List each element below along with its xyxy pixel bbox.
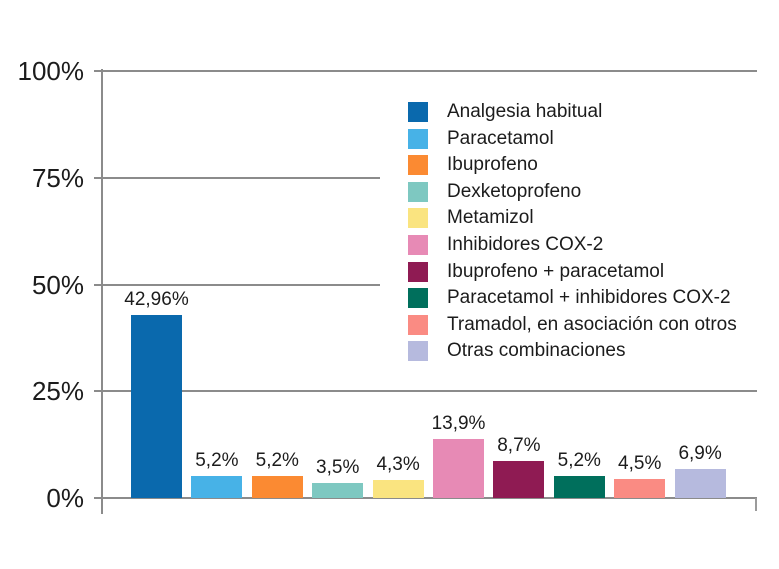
bar bbox=[493, 460, 545, 498]
legend-item: Paracetamol + inhibidores COX-2 bbox=[408, 287, 775, 309]
bar-value-label: 4,3% bbox=[376, 453, 420, 475]
y-axis-tick-label: 75% bbox=[31, 163, 84, 193]
legend-item: Paracetamol bbox=[408, 127, 775, 149]
legend-label: Dexketoprofeno bbox=[447, 180, 582, 202]
bar-value-label: 5,2% bbox=[255, 449, 299, 471]
bar bbox=[251, 475, 303, 498]
bar-value-label: 3,5% bbox=[316, 457, 360, 479]
bar-value-label: 5,2% bbox=[195, 449, 239, 471]
legend-label: Analgesia habitual bbox=[447, 101, 603, 122]
legend-item: Metamizol bbox=[408, 207, 775, 229]
bar-value-label: 42,96% bbox=[124, 288, 189, 310]
legend-label: Paracetamol + inhibidores COX-2 bbox=[447, 287, 731, 309]
gridline-25% bbox=[94, 390, 757, 392]
legend-swatch bbox=[408, 314, 428, 335]
x-axis-end-tick bbox=[755, 498, 757, 511]
legend-label: Inhibidores COX-2 bbox=[447, 233, 604, 255]
legend-item: Analgesia habitual bbox=[408, 102, 775, 122]
legend-item: Tramadol, en asociación con otros bbox=[408, 313, 775, 335]
legend-item: Inhibidores COX-2 bbox=[408, 233, 775, 255]
bar-value-label: 13,9% bbox=[431, 412, 486, 434]
bar-value-label: 5,2% bbox=[557, 449, 601, 471]
bar-value-label: 4,5% bbox=[618, 452, 662, 474]
bar bbox=[191, 475, 243, 498]
y-axis-tick-label: 50% bbox=[31, 270, 84, 300]
legend-label: Ibuprofeno bbox=[447, 154, 538, 176]
legend-label: Otras combinaciones bbox=[447, 340, 626, 362]
bar bbox=[553, 475, 605, 498]
y-axis-tick-label: 0% bbox=[46, 483, 84, 513]
y-axis-line bbox=[101, 69, 103, 514]
bar-value-label: 8,7% bbox=[497, 434, 541, 456]
legend-swatch bbox=[408, 181, 428, 202]
legend-item: Ibuprofeno + paracetamol bbox=[408, 260, 775, 282]
y-axis-tick-label: 25% bbox=[31, 376, 84, 406]
legend-swatch bbox=[408, 341, 428, 362]
bar-value-label: 6,9% bbox=[678, 442, 722, 464]
bar bbox=[372, 479, 424, 498]
legend-label: Paracetamol bbox=[447, 127, 554, 149]
bar bbox=[131, 314, 182, 498]
legend-swatch bbox=[408, 234, 428, 255]
bar bbox=[674, 468, 726, 498]
gridline-0% bbox=[94, 497, 757, 499]
legend-label: Ibuprofeno + paracetamol bbox=[447, 260, 665, 282]
legend-swatch bbox=[408, 261, 428, 282]
legend-item: Ibuprofeno bbox=[408, 154, 775, 176]
bar bbox=[614, 478, 666, 498]
bar bbox=[312, 483, 364, 498]
legend-item: Dexketoprofeno bbox=[408, 180, 775, 202]
bar bbox=[433, 438, 484, 498]
gridline-100% bbox=[94, 70, 757, 72]
legend-label: Tramadol, en asociación con otros bbox=[447, 313, 737, 335]
legend-swatch bbox=[408, 288, 428, 309]
legend-item: Otras combinaciones bbox=[408, 340, 775, 362]
legend-label: Metamizol bbox=[447, 207, 534, 229]
legend: Analgesia habitual Paracetamol Ibuprofeno D… bbox=[380, 98, 775, 366]
legend-swatch bbox=[408, 155, 428, 176]
legend-swatch bbox=[408, 208, 428, 229]
legend-swatch bbox=[408, 128, 428, 149]
y-axis-tick-label: 100% bbox=[17, 56, 85, 86]
legend-swatch bbox=[408, 102, 428, 122]
